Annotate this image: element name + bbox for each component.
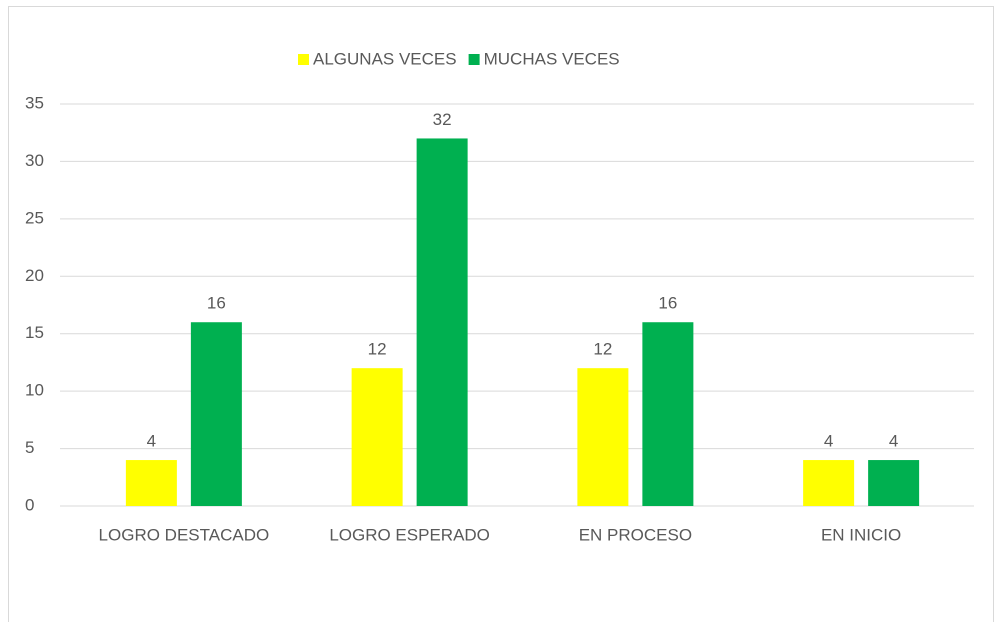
bar (190, 322, 242, 506)
bar (642, 322, 694, 506)
value-label: 4 (889, 432, 898, 451)
x-tick-label: LOGRO DESTACADO (99, 525, 270, 544)
bar (125, 460, 177, 506)
y-tick-label: 25 (25, 208, 44, 227)
value-label: 12 (593, 340, 612, 359)
y-tick-label: 10 (25, 381, 44, 400)
value-label: 32 (433, 110, 452, 129)
y-tick-label: 20 (25, 266, 44, 285)
value-label: 4 (824, 432, 833, 451)
value-label: 16 (658, 294, 677, 313)
value-label: 16 (207, 294, 226, 313)
bar (577, 368, 629, 506)
x-tick-label: EN PROCESO (579, 525, 692, 544)
legend-label: MUCHAS VECES (484, 49, 620, 68)
y-tick-label: 30 (25, 151, 44, 170)
x-tick-label: EN INICIO (821, 525, 901, 544)
chart-frame (8, 6, 994, 622)
value-label: 12 (368, 340, 387, 359)
y-tick-label: 0 (25, 495, 34, 514)
y-tick-label: 15 (25, 323, 44, 342)
value-label: 4 (147, 432, 156, 451)
legend-swatch (468, 54, 480, 65)
x-tick-label: LOGRO ESPERADO (329, 525, 490, 544)
y-tick-label: 5 (25, 438, 34, 457)
bar (868, 460, 920, 506)
legend-label: ALGUNAS VECES (313, 49, 457, 68)
bar (803, 460, 855, 506)
bar (416, 138, 468, 506)
y-tick-label: 35 (25, 93, 44, 112)
bar (351, 368, 403, 506)
legend: ALGUNAS VECES MUCHAS VECES (298, 49, 620, 68)
legend-swatch (298, 54, 309, 65)
